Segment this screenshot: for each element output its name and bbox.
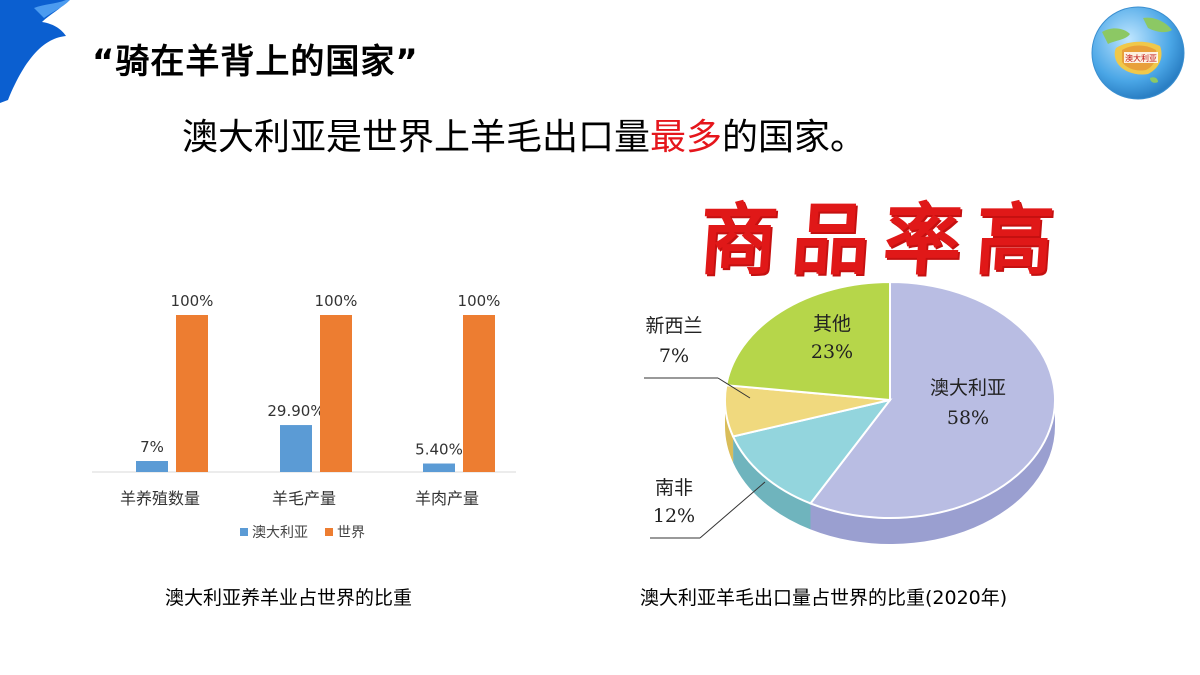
- bar-value-label: 29.90%: [267, 402, 324, 420]
- bar-value-label: 100%: [458, 292, 501, 310]
- pie-side-0: [810, 400, 1055, 544]
- statement-text: 澳大利亚是世界上羊毛出口量最多的国家。: [182, 108, 866, 160]
- legend-label: 世界: [337, 525, 365, 541]
- bar-value-label: 100%: [171, 292, 214, 310]
- bar-category-label: 羊肉产量: [415, 489, 479, 508]
- pie-slice-0: [808, 280, 1056, 519]
- pie-label-new-zealand-value: 7%: [659, 345, 689, 367]
- bar-chart-legend: 澳大利亚 世界: [240, 525, 365, 541]
- bar-world-1: [320, 315, 352, 472]
- bar-chart-caption: 澳大利亚养羊业占世界的比重: [165, 587, 413, 609]
- bar-australia-1: [280, 425, 312, 472]
- legend-swatch: [325, 528, 333, 536]
- pie-chart-caption: 澳大利亚羊毛出口量占世界的比重(2020年): [640, 587, 1008, 609]
- pie-label-south-africa-name: 南非: [655, 477, 693, 499]
- pie-label-australia-name: 澳大利亚: [930, 377, 1006, 399]
- pie-label-other-value: 23%: [811, 341, 853, 363]
- statement-after: 的国家。: [722, 117, 867, 158]
- page-heading: “骑在羊背上的国家”: [92, 42, 419, 82]
- bar-value-label: 100%: [315, 292, 358, 310]
- pie-chart: 新西兰 7% 南非 12% 其他 23% 澳大利亚 58%: [644, 280, 1056, 544]
- pie-label-new-zealand-name: 新西兰: [645, 315, 702, 337]
- pie-label-south-africa-value: 12%: [653, 505, 695, 527]
- bar-chart: 7% 100% 羊养殖数量 29.90% 100% 羊毛产量 5.40% 100% 羊肉产量 澳…: [92, 292, 516, 541]
- bar-category-label: 羊养殖数量: [120, 489, 200, 508]
- statement-before: 澳大利亚是世界上羊毛出口量: [182, 117, 651, 158]
- bar-australia-2: [423, 463, 455, 472]
- bar-value-label: 5.40%: [415, 441, 463, 459]
- legend-swatch: [240, 528, 248, 536]
- statement-highlight: 最多: [650, 117, 723, 158]
- leader-line-new-zealand-diag: [717, 377, 751, 399]
- corner-swoosh-decoration: [0, 0, 70, 103]
- bar-world-0: [176, 315, 208, 472]
- pie-slice-3: [725, 280, 891, 402]
- bar-value-label: 7%: [140, 438, 164, 456]
- bar-australia-0: [136, 461, 168, 472]
- leader-line-south-africa-diag: [699, 481, 766, 539]
- pie-slice-1: [731, 398, 893, 505]
- pie-side-2: [725, 400, 734, 463]
- legend-label: 澳大利亚: [252, 525, 308, 541]
- pie-label-australia-value: 58%: [947, 407, 989, 429]
- bar-category-label: 羊毛产量: [272, 489, 336, 508]
- globe-australia-icon: 澳大利亚: [1091, 6, 1185, 100]
- bar-world-2: [463, 315, 495, 472]
- globe-label: 澳大利亚: [1125, 53, 1157, 63]
- pie-label-other-name: 其他: [813, 313, 851, 335]
